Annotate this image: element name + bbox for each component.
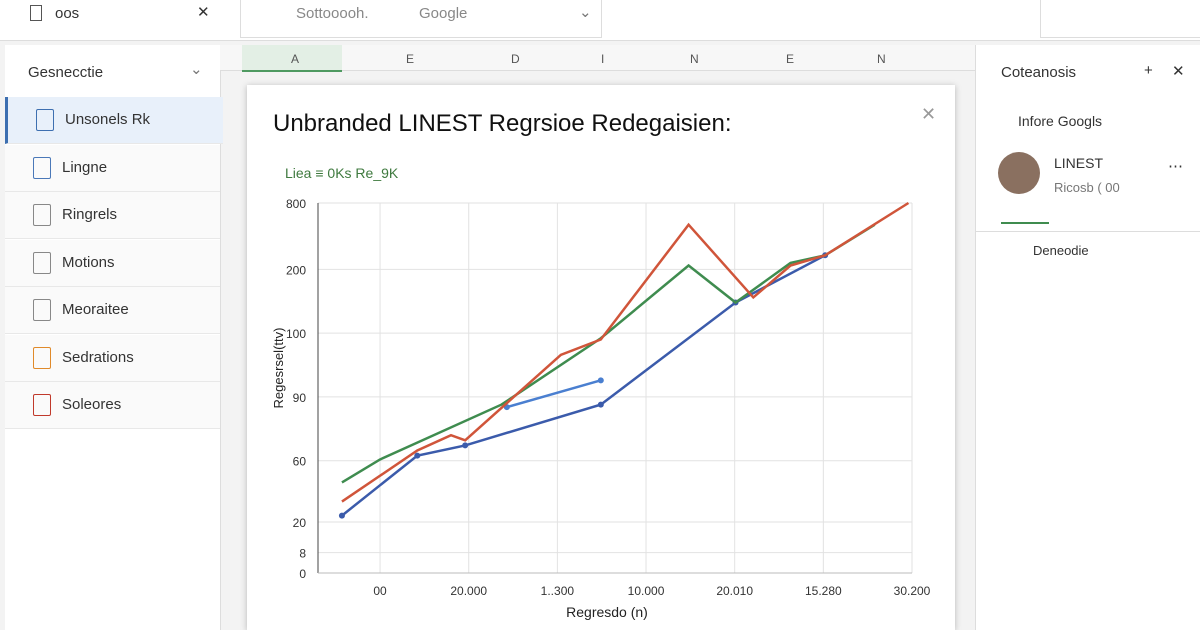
item-icon xyxy=(33,204,51,226)
column-label: N xyxy=(877,52,886,66)
sidebar-item[interactable]: Sedrations xyxy=(5,334,220,382)
close[interactable]: ✕ xyxy=(1172,63,1185,80)
x-tick-label: 1..300 xyxy=(541,584,575,598)
column-label: N xyxy=(690,52,699,66)
item-icon xyxy=(33,394,51,416)
tool-box[interactable] xyxy=(1040,0,1200,38)
topbar: oos ✕ Sottooooh. Google ⌄ xyxy=(0,0,1200,41)
right-panel: Coteanosis + ✕ Infore Googls LINEST Rico… xyxy=(975,45,1200,630)
item-icon xyxy=(33,346,51,369)
x-tick-label: 00 xyxy=(373,584,387,598)
y-tick-label: 800 xyxy=(286,197,306,211)
point xyxy=(338,512,345,519)
item-label: Soleores xyxy=(62,396,122,413)
x-tick-label: 10.000 xyxy=(628,584,665,598)
item-label: Unsonels Rk xyxy=(65,111,151,128)
x-tick-label: 30.200 xyxy=(894,584,931,598)
column-label: E xyxy=(406,52,415,66)
section: Infore Googls xyxy=(1018,113,1103,129)
panel-title: Coteanosis xyxy=(1001,64,1077,81)
x-tick-label: 20.000 xyxy=(450,584,487,598)
x-tick-label: 20.010 xyxy=(716,584,753,598)
legend: Liea ≡ 0Ks Re_9K xyxy=(285,165,399,181)
point xyxy=(462,442,469,449)
divider xyxy=(976,231,1200,232)
close-icon[interactable]: ✕ xyxy=(197,4,210,21)
y-tick-label: 200 xyxy=(286,263,306,277)
app-icon[interactable] xyxy=(30,5,42,21)
app-name: oos xyxy=(55,5,80,22)
y-tick-label: 0 xyxy=(299,567,306,581)
sidebar-item[interactable]: Motions xyxy=(5,239,220,287)
item-label: Meoraitee xyxy=(62,301,129,318)
sidebar-item[interactable]: Soleores xyxy=(5,382,220,429)
column-label: I xyxy=(601,52,605,66)
x-axis-label: Regresdo (n) xyxy=(566,604,648,620)
column-label: E xyxy=(786,52,795,66)
item[interactable]: Deneodie xyxy=(1033,243,1089,258)
avatar[interactable] xyxy=(998,152,1040,194)
column-label: D xyxy=(511,52,520,66)
search-engine: Google xyxy=(419,5,468,22)
dropdown[interactable]: ⌄ xyxy=(579,4,592,21)
item-label: Ringrels xyxy=(62,206,118,223)
sidebar-item[interactable]: Ringrels xyxy=(5,192,220,239)
y-tick-label: 8 xyxy=(299,547,306,561)
point xyxy=(597,377,604,384)
add[interactable]: + xyxy=(1144,62,1153,79)
item-label: Motions xyxy=(62,253,115,271)
item-label: Lingne xyxy=(62,158,108,176)
item-icon xyxy=(33,251,51,274)
user-name: LINEST xyxy=(1054,155,1104,171)
user-sub: Ricosb ( 00 xyxy=(1054,180,1120,195)
sidebar-item[interactable]: Meoraitee xyxy=(5,287,220,334)
point xyxy=(414,452,421,459)
chart-dialog xyxy=(247,85,955,630)
series-line xyxy=(506,379,602,409)
item-icon xyxy=(33,299,51,321)
close-dialog[interactable]: ✕ xyxy=(921,104,936,124)
sidebar-item[interactable]: Unsonels Rk xyxy=(5,97,223,144)
sidebar-title: Gesnecctie xyxy=(28,64,104,81)
series-line xyxy=(341,201,910,503)
item-icon xyxy=(36,109,54,131)
item-label: Sedrations xyxy=(62,348,134,366)
x-tick-label: 15.280 xyxy=(805,584,842,598)
more[interactable]: ⋯ xyxy=(1168,158,1183,175)
point xyxy=(597,401,604,408)
chart-title: Unbranded LINEST Regrsioe Redegaisien: xyxy=(273,110,732,137)
column-header xyxy=(220,45,975,72)
sidebar-item[interactable]: Lingne xyxy=(5,144,220,192)
item-icon xyxy=(33,156,51,179)
selected-column xyxy=(242,45,342,72)
y-tick-label: 100 xyxy=(286,327,306,341)
search-box[interactable]: Sottooooh. Google ⌄ xyxy=(240,0,602,38)
y-tick-label: 60 xyxy=(293,455,307,469)
underline xyxy=(1001,222,1049,224)
column-label: A xyxy=(291,52,300,66)
y-tick-label: 90 xyxy=(293,391,307,405)
y-axis-label: Regesrsel(ttv) xyxy=(271,328,286,409)
y-tick-label: 20 xyxy=(293,516,307,530)
search-placeholder: Sottooooh. xyxy=(296,5,369,22)
chevron[interactable]: ⌄ xyxy=(190,61,203,78)
